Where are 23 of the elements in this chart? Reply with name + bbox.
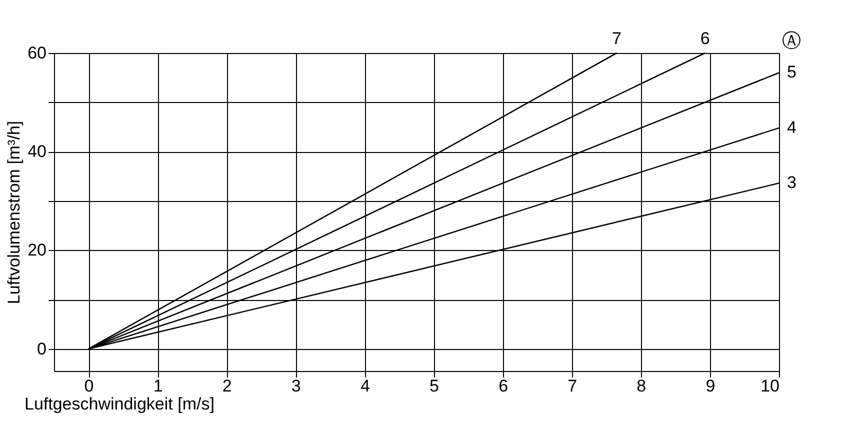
y-axis-title: Luftvolumenstrom [m³/h] [4, 120, 24, 304]
y-tick-label: 40 [28, 142, 46, 162]
series-label: 4 [787, 118, 796, 137]
x-tick-label: 2 [222, 376, 232, 396]
series-label: 7 [612, 29, 622, 48]
x-tick-label: 8 [636, 376, 646, 396]
y-tick-label: 60 [28, 44, 46, 62]
x-tick-label: 7 [568, 376, 578, 396]
x-axis-title: Luftgeschwindigkeit [m/s] [24, 394, 214, 414]
y-tick-label: 0 [37, 339, 46, 358]
x-tick-label: 10 [760, 376, 780, 396]
series-label: 3 [787, 173, 796, 192]
series-label: 5 [787, 62, 796, 82]
text: Ⓐ [782, 30, 801, 52]
x-tick-label: 1 [153, 376, 163, 396]
x-tick-label: 6 [498, 376, 508, 396]
x-tick-label: 3 [291, 376, 301, 396]
y-tick-label: 20 [28, 240, 46, 260]
x-tick-label: 5 [430, 376, 439, 396]
x-tick-label: 4 [360, 376, 370, 396]
x-tick-label: 0 [84, 376, 94, 396]
x-tick-label: 9 [706, 376, 716, 396]
series-label: 6 [700, 29, 710, 48]
